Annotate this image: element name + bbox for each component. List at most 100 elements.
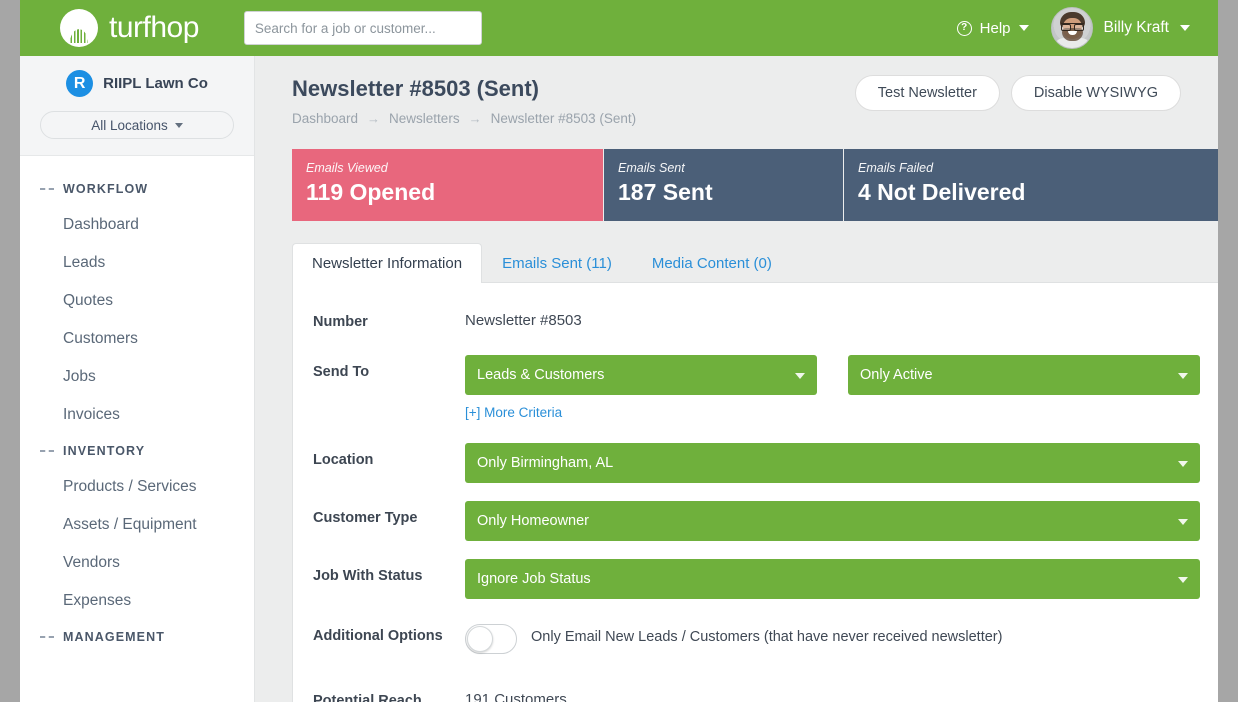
sidebar-section-inventory: INVENTORY xyxy=(20,434,254,468)
customer-type-label: Customer Type xyxy=(313,510,418,527)
chevron-down-icon xyxy=(1178,519,1188,526)
sidebar-section-label: MANAGEMENT xyxy=(63,630,165,644)
stat-card-emails-failed[interactable]: Emails Failed 4 Not Delivered xyxy=(843,149,1218,221)
job-status-label: Job With Status xyxy=(313,568,423,585)
sidebar-item-vendors[interactable]: Vendors xyxy=(63,554,120,571)
disable-wysiwyg-button[interactable]: Disable WYSIWYG xyxy=(1010,75,1181,111)
page-header: Newsletter #8503 (Sent) Dashboard → News… xyxy=(256,56,1218,126)
stat-value: 119 Opened xyxy=(306,179,436,205)
org-name: RIIPL Lawn Co xyxy=(103,75,208,92)
topbar-right-group: ? Help Billy Kraft xyxy=(956,7,1190,49)
chevron-down-icon xyxy=(795,373,805,380)
section-dash-icon xyxy=(40,636,54,638)
chevron-down-icon xyxy=(1178,461,1188,468)
breadcrumb-item-current: Newsletter #8503 (Sent) xyxy=(490,111,637,126)
section-dash-icon xyxy=(40,450,54,452)
customer-type-value: Only Homeowner xyxy=(477,513,590,530)
page-title: Newsletter #8503 (Sent) xyxy=(292,76,539,101)
sidebar-section-label: INVENTORY xyxy=(63,444,146,458)
field-row-number: Number Newsletter #8503 xyxy=(293,305,1218,333)
question-circle-icon: ? xyxy=(956,20,972,36)
new-leads-only-toggle-label: Only Email New Leads / Customers (that h… xyxy=(531,629,1003,646)
tab-newsletter-information[interactable]: Newsletter Information xyxy=(292,243,483,283)
sidebar: R RIIPL Lawn Co All Locations WORKFLOW D… xyxy=(20,56,255,702)
stat-label: Emails Sent xyxy=(618,161,685,175)
location-filter-dropdown[interactable]: All Locations xyxy=(40,111,234,139)
org-switcher: R RIIPL Lawn Co All Locations xyxy=(20,56,254,156)
avatar xyxy=(1050,7,1093,49)
org-logo-icon: R xyxy=(66,70,94,97)
toggle-knob xyxy=(467,626,493,653)
job-status-value: Ignore Job Status xyxy=(477,571,591,588)
user-menu[interactable]: Billy Kraft xyxy=(1050,7,1190,49)
potential-reach-label: Potential Reach xyxy=(313,693,422,702)
stats-row: Emails Viewed 119 Opened Emails Sent 187… xyxy=(292,149,1218,221)
send-to-value: Leads & Customers xyxy=(477,367,605,384)
potential-reach-value: 191 Customers xyxy=(465,691,567,702)
help-label: Help xyxy=(979,19,1011,37)
sidebar-section-management: MANAGEMENT xyxy=(20,620,254,654)
job-status-select[interactable]: Ignore Job Status xyxy=(465,559,1200,600)
location-select[interactable]: Only Birmingham, AL xyxy=(465,443,1200,484)
page-actions: Test Newsletter Disable WYSIWYG xyxy=(854,75,1181,111)
stat-value: 187 Sent xyxy=(618,179,713,205)
send-to-label: Send To xyxy=(313,364,370,381)
field-row-location: Location Only Birmingham, AL xyxy=(293,443,1218,484)
stat-value: 4 Not Delivered xyxy=(858,179,1026,205)
app-window: turfhop ? Help Billy Kraft R RII xyxy=(20,0,1218,702)
main-content: Newsletter #8503 (Sent) Dashboard → News… xyxy=(256,56,1218,702)
number-value: Newsletter #8503 xyxy=(465,312,582,329)
chevron-down-icon xyxy=(1178,577,1188,584)
chevron-down-icon xyxy=(1178,373,1188,380)
more-criteria-link[interactable]: [+] More Criteria xyxy=(465,405,563,421)
sidebar-item-expenses[interactable]: Expenses xyxy=(63,592,132,609)
customer-type-select[interactable]: Only Homeowner xyxy=(465,501,1200,542)
stat-card-emails-viewed[interactable]: Emails Viewed 119 Opened xyxy=(292,149,603,221)
chevron-down-icon xyxy=(1018,25,1029,31)
stat-label: Emails Viewed xyxy=(306,161,388,175)
sidebar-item-quotes[interactable]: Quotes xyxy=(63,292,113,309)
top-navbar: turfhop ? Help Billy Kraft xyxy=(20,0,1218,56)
newsletter-information-panel: Number Newsletter #8503 Send To Leads & … xyxy=(292,283,1218,702)
sidebar-nav: WORKFLOW Dashboard Leads Quotes Customer… xyxy=(20,156,254,654)
breadcrumb-item-dashboard[interactable]: Dashboard xyxy=(292,111,359,126)
field-row-customer-type: Customer Type Only Homeowner xyxy=(293,501,1218,542)
field-row-send-to: Send To Leads & Customers Only Active [+… xyxy=(293,355,1218,420)
sidebar-item-products-services[interactable]: Products / Services xyxy=(63,478,197,495)
sidebar-item-leads[interactable]: Leads xyxy=(63,254,106,271)
sidebar-section-workflow: WORKFLOW xyxy=(20,172,254,206)
location-value: Only Birmingham, AL xyxy=(477,455,614,472)
send-to-status-value: Only Active xyxy=(860,367,933,384)
send-to-select[interactable]: Leads & Customers xyxy=(465,355,817,396)
brand-logo[interactable]: turfhop xyxy=(60,9,199,47)
chevron-down-icon xyxy=(1180,25,1190,31)
help-menu[interactable]: ? Help xyxy=(956,19,1029,37)
breadcrumb-item-newsletters[interactable]: Newsletters xyxy=(389,111,460,126)
test-newsletter-button[interactable]: Test Newsletter xyxy=(854,75,1000,111)
stat-label: Emails Failed xyxy=(858,161,934,175)
tab-bar: Newsletter Information Emails Sent (11) … xyxy=(292,243,1218,283)
search-input[interactable] xyxy=(243,11,482,45)
stat-card-emails-sent[interactable]: Emails Sent 187 Sent xyxy=(603,149,843,221)
tab-emails-sent[interactable]: Emails Sent (11) xyxy=(502,255,612,272)
sidebar-item-assets-equipment[interactable]: Assets / Equipment xyxy=(63,516,197,533)
sidebar-section-label: WORKFLOW xyxy=(63,182,149,196)
sidebar-item-customers[interactable]: Customers xyxy=(63,330,138,347)
brand-name: turfhop xyxy=(109,11,199,44)
field-row-potential-reach: Potential Reach 191 Customers xyxy=(293,684,1218,702)
chevron-down-icon xyxy=(174,122,183,128)
breadcrumb-arrow-icon: → xyxy=(468,111,482,126)
section-dash-icon xyxy=(40,188,54,190)
location-label: Location xyxy=(313,452,374,469)
tab-media-content[interactable]: Media Content (0) xyxy=(651,255,772,272)
new-leads-only-toggle[interactable] xyxy=(465,624,517,655)
field-row-job-status: Job With Status Ignore Job Status xyxy=(293,559,1218,600)
sidebar-item-jobs[interactable]: Jobs xyxy=(63,368,96,385)
sidebar-item-invoices[interactable]: Invoices xyxy=(63,406,120,423)
breadcrumb-arrow-icon: → xyxy=(367,111,381,126)
turf-grass-icon xyxy=(60,9,98,47)
sidebar-item-dashboard[interactable]: Dashboard xyxy=(63,216,139,233)
location-filter-label: All Locations xyxy=(91,117,168,133)
number-label: Number xyxy=(313,314,368,330)
send-to-status-select[interactable]: Only Active xyxy=(848,355,1200,396)
